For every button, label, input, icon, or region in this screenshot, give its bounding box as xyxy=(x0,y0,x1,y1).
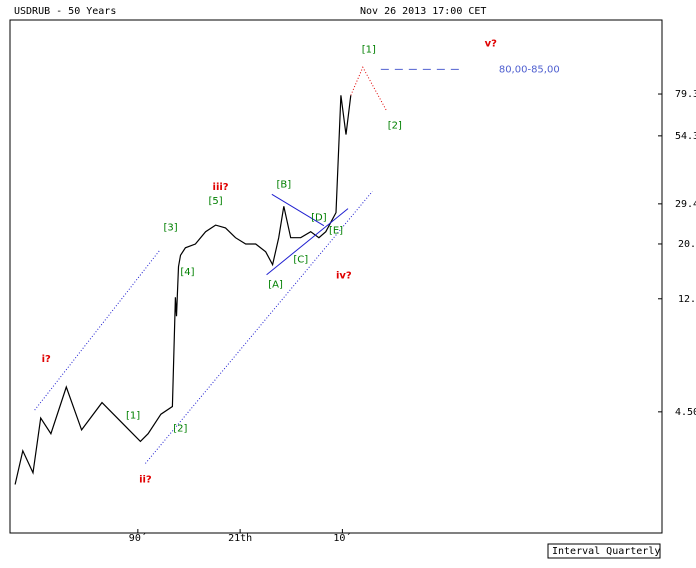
plot-frame xyxy=(9,19,663,534)
timestamp: Nov 26 2013 17:00 CET xyxy=(360,6,486,17)
wave-label: 80,00-85,00 xyxy=(499,64,560,75)
triangle-line xyxy=(271,193,325,227)
wave-label: [A] xyxy=(268,280,283,291)
y-tick-label: 79.32 xyxy=(675,89,696,100)
y-tick-label: 12.5 xyxy=(678,294,696,305)
wave-label: [4] xyxy=(180,267,194,278)
wave-label: [5] xyxy=(208,196,222,207)
x-tick-label: 10´ xyxy=(333,532,351,544)
wave-label: [E] xyxy=(329,226,343,237)
triangle-line xyxy=(266,208,349,276)
x-tick-label: 90´ xyxy=(129,532,147,544)
channel-line xyxy=(34,249,161,411)
interval-label: Interval Quarterly xyxy=(552,546,660,557)
wave-label: iv? xyxy=(336,271,352,282)
symbol-title: USDRUB - 50 Years xyxy=(14,6,116,17)
wave-label: [2] xyxy=(388,120,402,131)
y-tick-label: 20.5 xyxy=(678,239,696,250)
projection-line xyxy=(350,66,388,112)
wave-label: [1] xyxy=(126,411,140,422)
wave-label: v? xyxy=(485,38,498,49)
channel-line xyxy=(145,191,373,464)
price-line xyxy=(14,95,352,485)
wave-label: [1] xyxy=(362,44,376,55)
wave-label: iii? xyxy=(213,182,229,193)
x-tick-label: 21th xyxy=(228,533,252,544)
wave-label: [C] xyxy=(293,255,308,266)
wave-label: [D] xyxy=(311,213,327,224)
wave-label: [B] xyxy=(277,179,292,190)
wave-label: [2] xyxy=(173,423,187,434)
y-tick-label: 29.44 xyxy=(675,199,696,210)
y-tick-label: 4.506 xyxy=(675,407,696,418)
y-tick-label: 54.38 xyxy=(675,131,696,142)
footer-box xyxy=(547,543,661,559)
wave-label: i? xyxy=(42,354,51,365)
wave-label: ii? xyxy=(139,474,152,485)
wave-label: [3] xyxy=(163,222,177,233)
